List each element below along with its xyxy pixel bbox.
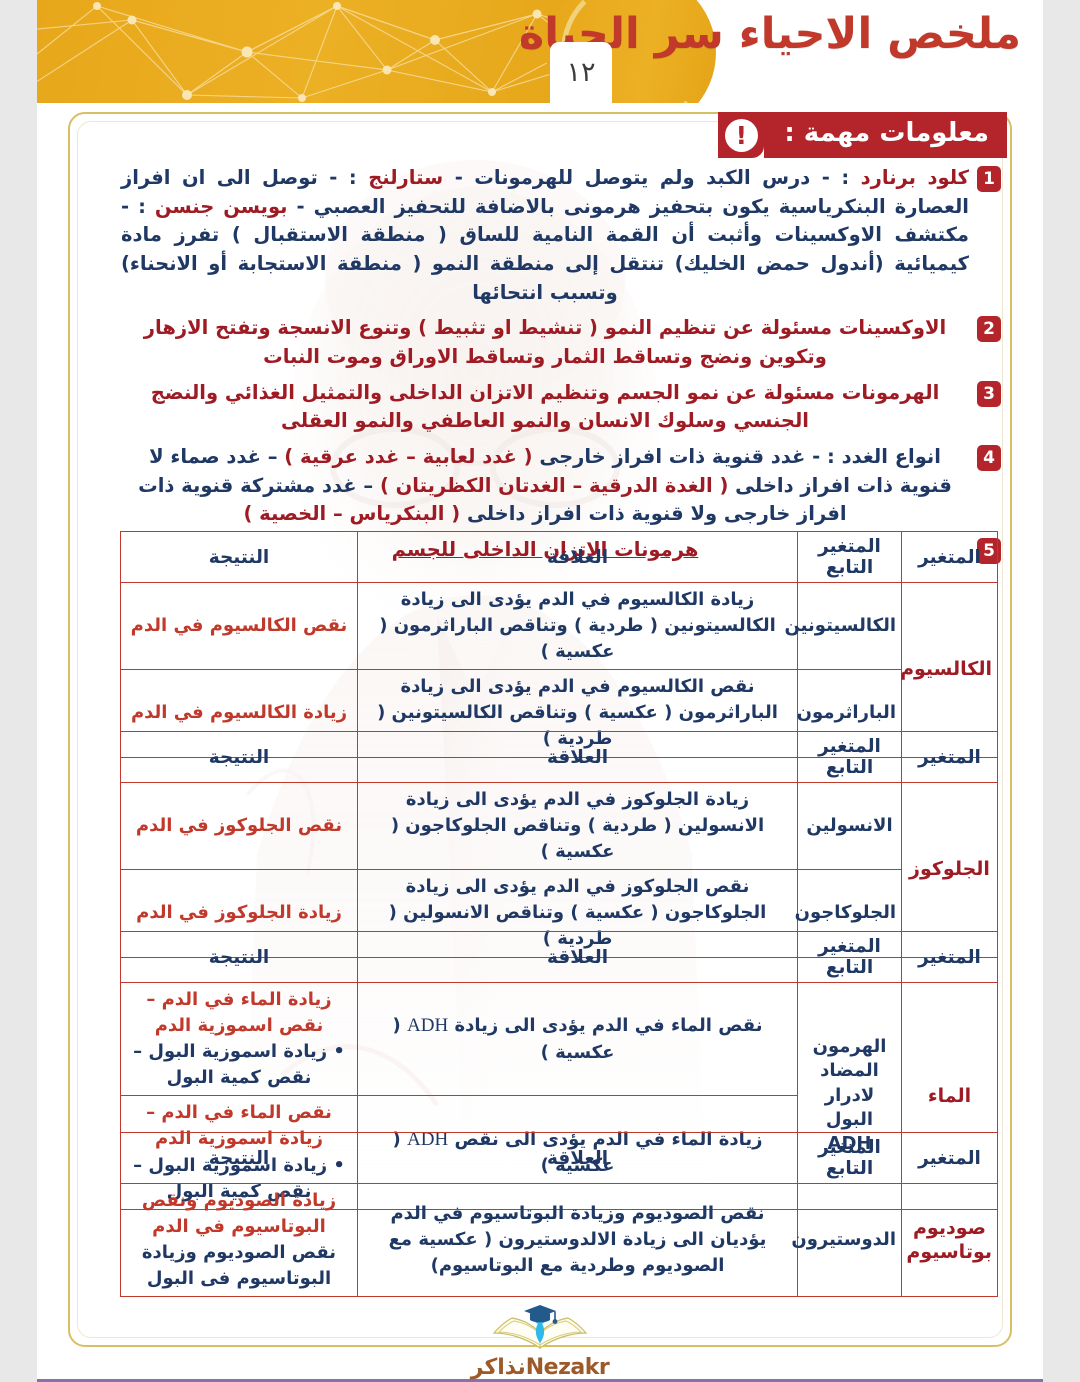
relation-cell: نقص الماء في الدم يؤدى الى زيادة ADH ( ع…	[357, 981, 798, 1097]
column-header-relation: العلاقة	[357, 1132, 798, 1184]
note-number-badge: 3	[977, 380, 1001, 407]
note-text: كلود برنارد : - درس الكبد ولم يتوصل للهر…	[121, 164, 969, 307]
note-text-segment: ستارلنج	[356, 166, 444, 189]
table-header-row: المتغير المتغير التابع العلاقة النتيجة	[120, 931, 998, 983]
note-text-segment: كلود برنارد	[849, 166, 969, 189]
column-header-variable: المتغير	[901, 931, 998, 983]
column-header-relation: العلاقة	[357, 731, 798, 783]
brand-latin: Nezakr	[525, 1355, 610, 1380]
column-header-variable: المتغير	[901, 531, 998, 583]
column-header-dependent: المتغير التابع	[797, 531, 902, 583]
column-header-result: النتيجة	[120, 531, 358, 583]
note-text-segment: انواع الغدد	[834, 444, 941, 468]
hormone-table-sodium-potassium: المتغير المتغير التابع العلاقة النتيجة صوديو…	[120, 1132, 998, 1298]
hormone-table: المتغير المتغير التابع العلاقة النتيجة الكال…	[120, 531, 998, 758]
note-text-segment: : - غدد قنوية ذات افراز خارجى	[532, 444, 835, 468]
page-header: ملخص الاحياء سر الحياة ١٢	[37, 0, 1043, 103]
dependent-variable-cell: الدوستيرون	[791, 1182, 902, 1298]
variable-cell: صوديوم بوتاسيوم	[901, 1182, 998, 1298]
relation-cell: زيادة الجلوكوز في الدم يؤدى الى زيادة ال…	[357, 781, 798, 871]
result-line: زيادة الماء في الدم – نقص اسموزية الدم	[146, 989, 332, 1037]
column-header-variable: المتغير	[901, 731, 998, 783]
hormone-table: المتغير المتغير التابع العلاقة النتيجة الجلو…	[120, 731, 998, 958]
hormone-table-calcium: المتغير المتغير التابع العلاقة النتيجة الكال…	[120, 531, 998, 758]
note-item: 2 الاوكسينات مسئولة عن تنظيم النمو ( تنشي…	[121, 314, 1001, 371]
result-line: زيادة الجلوكوز في الدم	[136, 902, 342, 924]
result-cell: نقص الجلوكوز في الدم	[120, 781, 358, 871]
note-item: 1 كلود برنارد : - درس الكبد ولم يتوصل لله…	[121, 164, 1001, 307]
relation-text-pre: نقص الماء في الدم يؤدى الى زيادة	[448, 1015, 763, 1037]
relation-cell: نقص الصوديوم وزيادة البوتاسيوم في الدم ي…	[357, 1182, 798, 1298]
column-header-relation: العلاقة	[357, 531, 798, 583]
hormone-table: المتغير المتغير التابع العلاقة النتيجة صوديو…	[120, 1132, 998, 1298]
note-number-badge: 2	[977, 316, 1001, 343]
column-header-dependent: المتغير التابع	[797, 731, 902, 783]
note-item: 3 الهرمونات مسئولة عن نمو الجسم وتنظيم ال…	[121, 379, 1001, 436]
column-header-variable: المتغير	[901, 1132, 998, 1184]
document-page: ملخص الاحياء سر الحياة ١٢ معلومات مهمة :…	[37, 0, 1043, 1382]
relation-cell: زيادة الكالسيوم في الدم يؤدى الى زيادة ا…	[357, 581, 798, 671]
result-line: زيادة الكالسيوم في الدم	[130, 702, 348, 724]
result-line: نقص الجلوكوز في الدم	[135, 815, 343, 837]
column-header-relation: العلاقة	[357, 931, 798, 983]
table-row: الجلوكوز الانسولين زيادة الجلوكوز في الدم …	[120, 781, 998, 958]
column-header-result: النتيجة	[120, 931, 358, 983]
note-text-segment: ( الغدة الدرقية – الغدتان الكظريتان )	[373, 473, 729, 497]
important-notes-list: 1 كلود برنارد : - درس الكبد ولم يتوصل لله…	[121, 164, 1001, 572]
table-header-row: المتغير المتغير التابع العلاقة النتيجة	[120, 531, 998, 583]
result-line: زيادة الصوديوم ونقص البوتاسيوم في الدم	[141, 1190, 337, 1238]
note-item: 4 انواع الغدد : - غدد قنوية ذات افراز خار…	[121, 443, 1001, 529]
result-line: نقص الكالسيوم في الدم	[130, 615, 348, 637]
table-row: صوديوم بوتاسيوم الدوستيرون نقص الصوديوم وز…	[120, 1182, 998, 1298]
page-number-box: ١٢	[550, 42, 612, 103]
table-header-row: المتغير المتغير التابع العلاقة النتيجة	[120, 1132, 998, 1184]
note-text: الهرمونات مسئولة عن نمو الجسم وتنظيم الا…	[121, 379, 969, 436]
exclamation-glyph: !	[724, 118, 758, 152]
result-line: نقص الصوديوم وزيادة البوتاسيوم فى البول	[141, 1242, 337, 1290]
bottom-rule	[37, 1379, 1043, 1382]
important-info-label: معلومات مهمة :	[764, 112, 1007, 158]
note-text-segment: الهرمونات مسئولة عن نمو الجسم وتنظيم الا…	[150, 380, 940, 433]
header-white-area	[655, 0, 1043, 103]
brand-arabic: نذاكر	[470, 1355, 527, 1380]
note-text: الاوكسينات مسئولة عن تنظيم النمو ( تنشيط…	[121, 314, 969, 371]
dependent-variable-cell: الانسولين	[797, 781, 902, 871]
note-text-segment: – غدد صماء لا قنوية ذات افراز داخلى	[149, 444, 952, 497]
result-cell: زيادة الماء في الدم – نقص اسموزية الدم • …	[120, 981, 358, 1097]
note-text: انواع الغدد : - غدد قنوية ذات افراز خارج…	[121, 443, 969, 529]
table-row: الكالسيوم الكالسيتونين زيادة الكالسيوم في …	[120, 581, 998, 758]
column-header-dependent: المتغير التابع	[797, 931, 902, 983]
graduation-book-logo-icon	[492, 1305, 588, 1350]
important-info-banner: معلومات مهمة : !	[718, 112, 1007, 158]
note-text-segment: ( البنكرياس – الخصية )	[243, 502, 461, 526]
relation-code-adh: ADH	[407, 1015, 449, 1037]
note-number-badge: 4	[977, 444, 1001, 471]
result-cell: زيادة الصوديوم ونقص البوتاسيوم في الدم نق…	[120, 1182, 358, 1298]
network-pattern-graphic	[37, 2, 648, 102]
footer-brand: Nezakrنذاكر	[450, 1302, 630, 1380]
hormone-table-glucose: المتغير المتغير التابع العلاقة النتيجة الجلو…	[120, 731, 998, 958]
note-number-badge: 1	[977, 166, 1001, 192]
page-number: ١٢	[566, 57, 596, 88]
column-header-result: النتيجة	[120, 1132, 358, 1184]
note-text-segment: بويسن جنسن	[145, 194, 288, 218]
note-text-segment: ( غدد لعابية – غدد عرقية )	[277, 444, 533, 468]
column-header-result: النتيجة	[120, 731, 358, 783]
variable-cell: الجلوكوز	[901, 782, 998, 958]
exclamation-circle-icon: !	[718, 112, 765, 158]
brand-wordmark: Nezakrنذاكر	[450, 1355, 630, 1380]
dependent-variable-cell: الكالسيتونين	[784, 581, 902, 671]
note-text-segment: : - درس الكبد ولم يتوصل للهرمونات -	[443, 166, 850, 189]
table-header-row: المتغير المتغير التابع العلاقة النتيجة	[120, 731, 998, 783]
column-header-dependent: المتغير التابع	[797, 1132, 902, 1184]
table-row: الماء الهرمون المضاد لادرار البول ADH نقص …	[120, 981, 998, 1210]
result-cell: نقص الكالسيوم في الدم	[120, 581, 358, 671]
note-text-segment: الاوكسينات مسئولة عن تنظيم النمو ( تنشيط…	[143, 316, 947, 368]
result-line: • زيادة اسموزية البول – نقص كمية البول	[133, 1041, 345, 1089]
variable-cell: الكالسيوم	[900, 582, 998, 758]
